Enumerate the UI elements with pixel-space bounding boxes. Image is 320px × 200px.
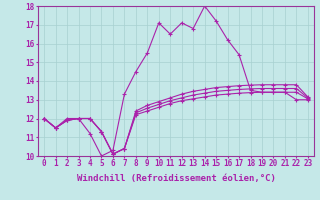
- X-axis label: Windchill (Refroidissement éolien,°C): Windchill (Refroidissement éolien,°C): [76, 174, 276, 183]
